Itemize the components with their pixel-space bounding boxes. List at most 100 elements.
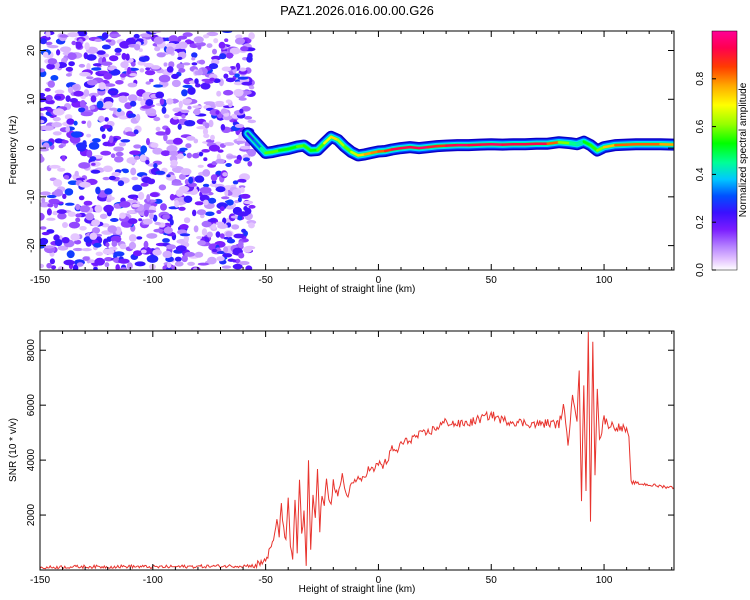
ridge-segment	[523, 142, 538, 146]
snr-ytick-label: 6000	[26, 394, 37, 417]
ridge-segment	[277, 147, 290, 152]
noise-blob	[154, 198, 163, 204]
noise-blob	[86, 54, 97, 61]
colorbar	[711, 30, 738, 271]
noise-blob	[193, 108, 201, 116]
noise-blob	[186, 152, 192, 159]
noise-blob	[211, 248, 218, 253]
noise-blob	[209, 77, 216, 82]
noise-blob	[153, 116, 161, 122]
noise-blob	[237, 197, 242, 203]
noise-blob	[98, 82, 106, 90]
noise-blob	[162, 238, 170, 243]
noise-blob	[129, 73, 138, 77]
noise-blob	[88, 142, 100, 150]
noise-blob	[47, 45, 59, 49]
noise-blob	[192, 105, 203, 109]
noise-blob	[140, 145, 148, 154]
noise-blob	[93, 266, 98, 270]
spectrogram-ytick-label: 0	[26, 145, 37, 151]
noise-blob	[108, 175, 116, 181]
noise-blob	[234, 123, 245, 128]
ridge-segment	[557, 140, 572, 145]
noise-blob	[68, 221, 80, 229]
noise-blob	[187, 105, 192, 110]
snr-plot-area	[40, 331, 674, 570]
noise-blob	[238, 261, 250, 265]
noise-blob	[182, 62, 191, 66]
noise-blob	[94, 38, 103, 43]
noise-blob	[119, 41, 131, 49]
noise-blob	[111, 171, 121, 177]
noise-blob	[145, 159, 150, 165]
noise-blob	[129, 150, 141, 155]
noise-blob	[69, 135, 81, 144]
ridge-segment	[582, 140, 592, 147]
noise-blob	[191, 52, 198, 58]
noise-blob	[183, 235, 190, 243]
noise-blob	[239, 187, 245, 193]
noise-blob	[175, 189, 184, 197]
noise-blob	[238, 241, 244, 249]
noise-blob	[79, 205, 91, 213]
noise-blob	[182, 84, 193, 88]
noise-blob	[165, 244, 177, 250]
noise-blob	[102, 141, 110, 147]
ridge-segment	[467, 143, 482, 147]
noise-blob	[188, 176, 194, 184]
noise-blob	[198, 68, 203, 76]
noise-blob	[72, 247, 83, 252]
noise-blob	[140, 249, 147, 254]
noise-blob	[81, 248, 92, 252]
noise-blob	[50, 265, 57, 270]
noise-blob	[174, 261, 184, 267]
snr-ytick-label: 2000	[26, 503, 37, 526]
noise-blob	[62, 193, 67, 199]
noise-blob	[216, 202, 228, 210]
noise-blob	[104, 262, 110, 268]
noise-blob	[47, 58, 58, 65]
noise-blob	[176, 63, 185, 70]
noise-blob	[46, 217, 56, 221]
noise-blob	[181, 89, 188, 97]
noise-blob	[138, 218, 143, 222]
noise-blob	[183, 217, 191, 224]
noise-blob	[47, 80, 55, 88]
noise-blob	[162, 214, 170, 220]
ridge-segment	[589, 143, 599, 152]
noise-blob	[198, 59, 206, 65]
noise-blob	[237, 211, 249, 217]
noise-blob	[221, 66, 232, 72]
noise-blob	[79, 100, 86, 108]
noise-blob	[65, 73, 72, 77]
noise-blob	[114, 47, 122, 54]
noise-blob	[241, 106, 251, 112]
noise-blob	[68, 61, 75, 67]
spectrogram-xtick-label: 0	[376, 275, 382, 286]
noise-blob	[104, 117, 109, 122]
ridge-segment	[399, 145, 412, 150]
noise-blob	[78, 107, 86, 113]
noise-blob	[52, 131, 62, 136]
noise-blob	[194, 201, 204, 206]
noise-blob	[174, 112, 184, 117]
noise-blob	[238, 252, 245, 259]
noise-blob	[155, 170, 166, 175]
noise-blob	[134, 43, 141, 51]
noise-blob	[65, 202, 75, 206]
noise-blob	[71, 84, 79, 90]
noise-blob	[116, 108, 122, 113]
noise-blob	[115, 110, 126, 118]
noise-blob	[119, 212, 126, 219]
noise-blob	[45, 31, 51, 38]
noise-blob	[75, 142, 88, 150]
colorbar-ticks: 0.0 0.2 0.4 0.6 0.8	[695, 71, 716, 277]
ridge-segment	[343, 145, 353, 154]
snr-axes: -150 -100 -50 0 50 100 2000 4000 6000 8000	[26, 331, 674, 586]
noise-blob	[179, 147, 188, 151]
noise-blob	[172, 137, 183, 145]
noise-blob	[144, 209, 149, 217]
noise-blob	[127, 94, 138, 102]
noise-blob	[53, 189, 63, 197]
noise-blob	[185, 143, 192, 149]
